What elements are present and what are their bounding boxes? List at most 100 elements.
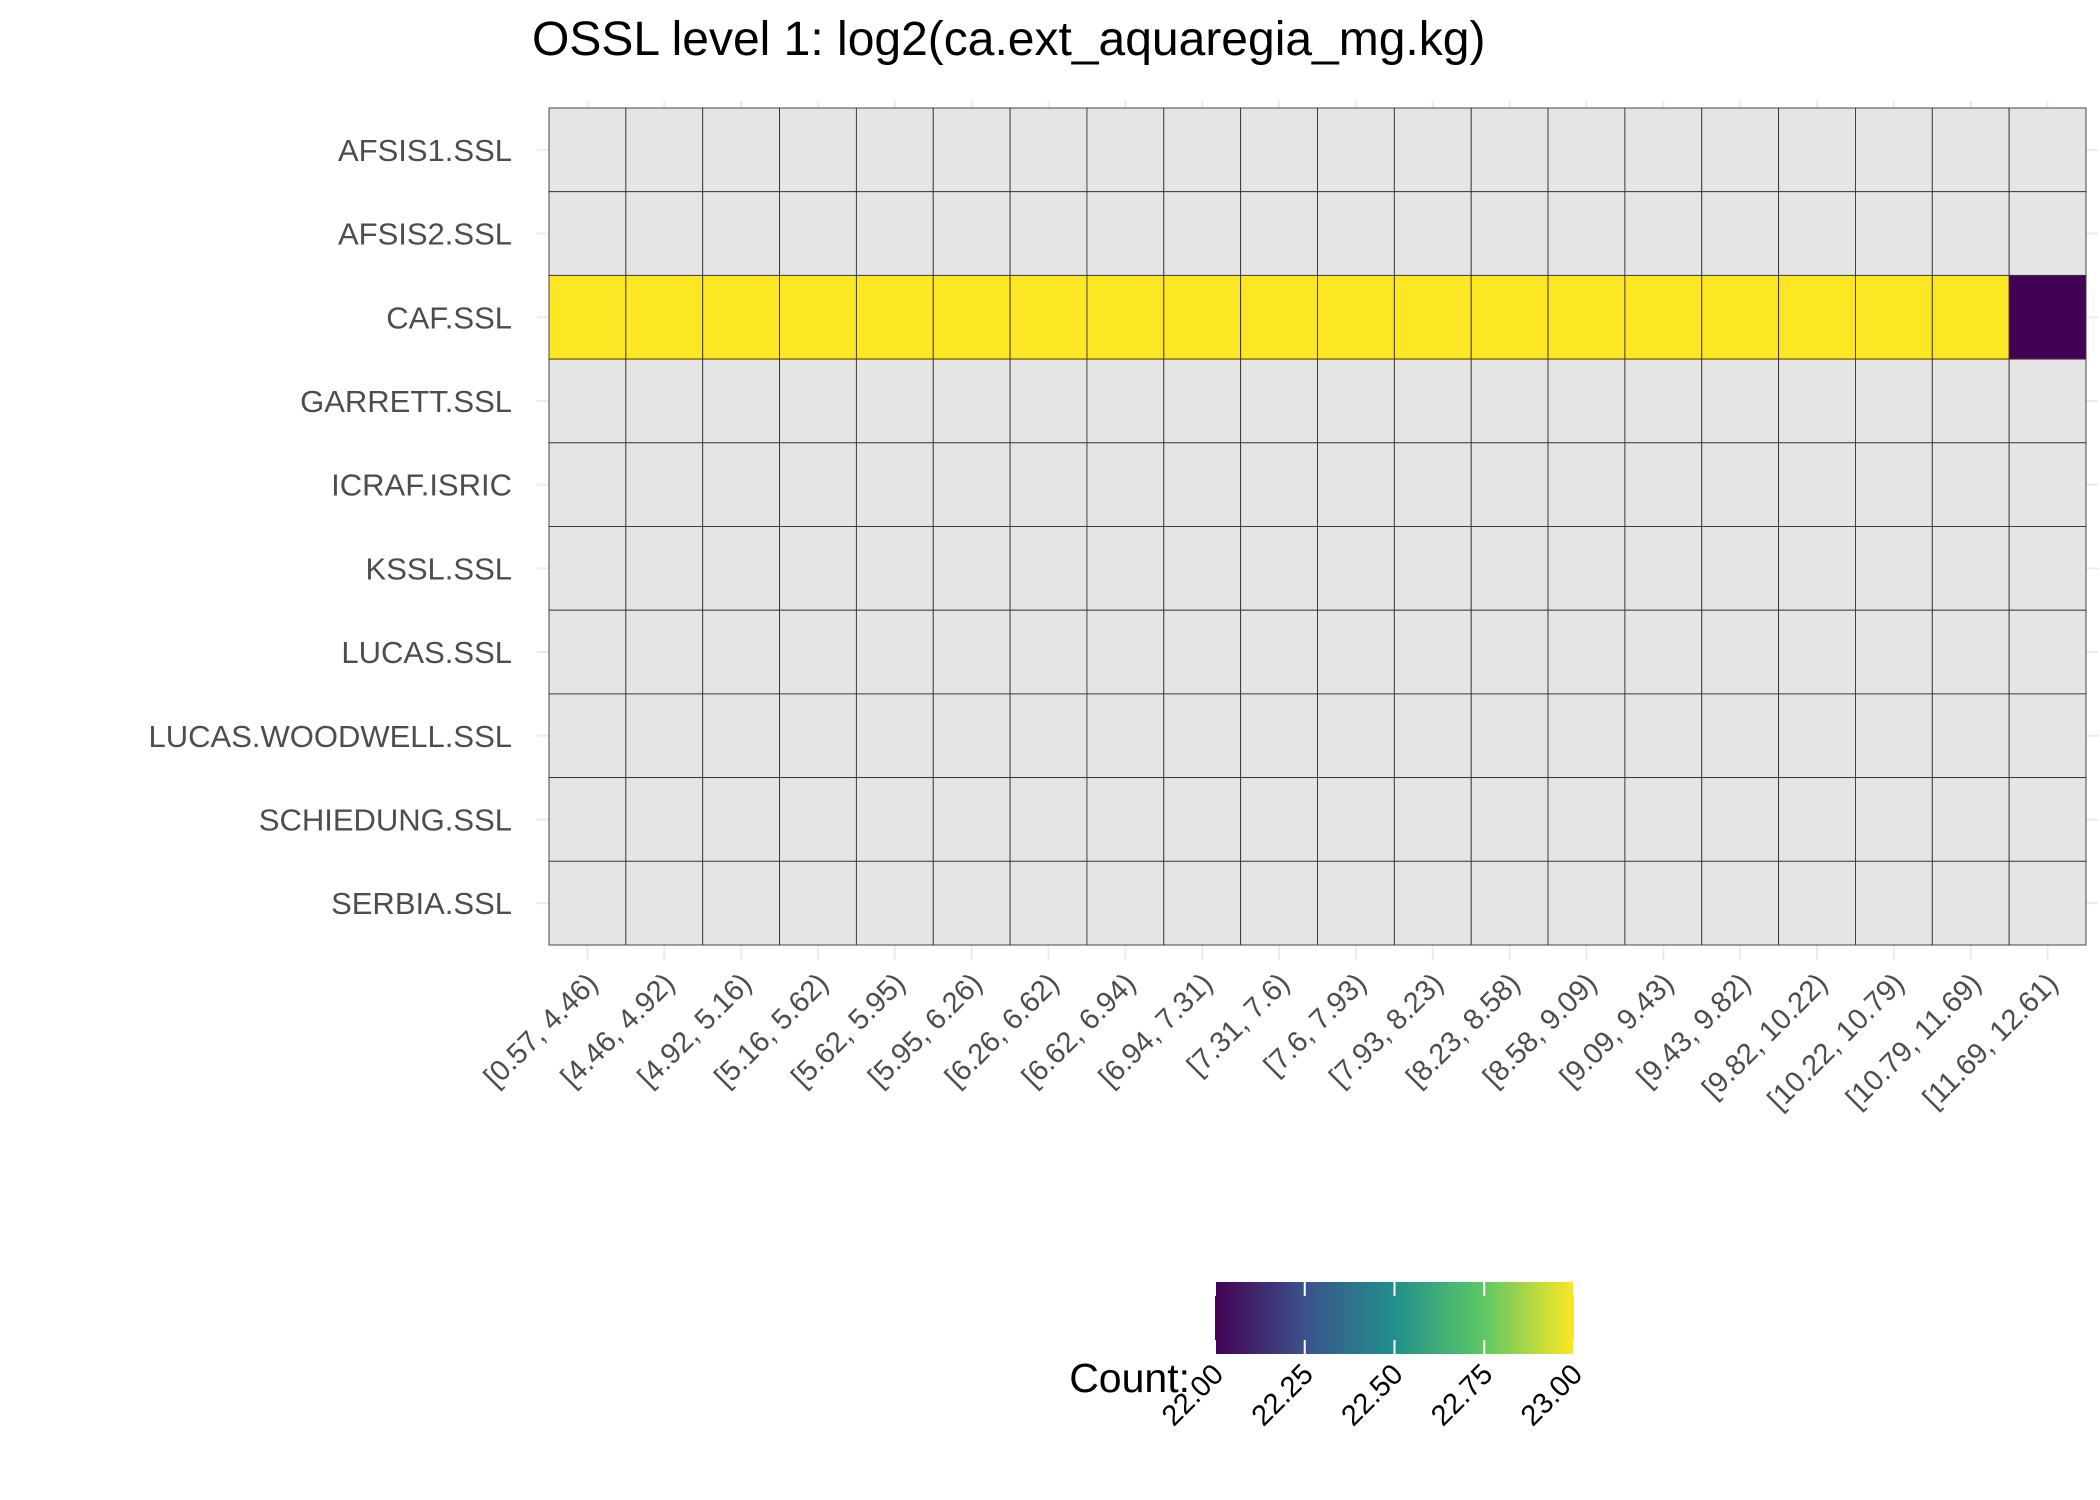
- heatmap-cell: [1086, 526, 1165, 611]
- heatmap-cell: [1624, 526, 1703, 611]
- heatmap-cell: [1163, 526, 1242, 611]
- heatmap-cell: [855, 191, 934, 276]
- heatmap-cell: [1009, 777, 1088, 862]
- heatmap-cell: [1778, 107, 1856, 193]
- heatmap-cell: [1317, 274, 1395, 360]
- heatmap-cell: [702, 274, 781, 360]
- heatmap-cell: [1778, 191, 1856, 276]
- legend-tick-label: 22.75: [1425, 1358, 1499, 1432]
- heatmap-cell: [932, 526, 1011, 611]
- heatmap-cell: [855, 107, 934, 193]
- heatmap-cell: [1778, 609, 1856, 695]
- heatmap-cell: [779, 442, 857, 527]
- heatmap-cell: [1086, 107, 1165, 193]
- y-tick-label: ICRAF.ISRIC: [331, 468, 512, 503]
- heatmap-cell: [855, 609, 934, 695]
- heatmap-cell: [1470, 860, 1549, 946]
- heatmap-cell: [1854, 609, 1933, 695]
- heatmap-cell: [1624, 609, 1703, 695]
- heatmap-cell: [1317, 358, 1395, 444]
- x-tick-label: [10.22, 10.79): [1762, 967, 1911, 1116]
- heatmap-cells: [548, 107, 2087, 946]
- y-axis: AFSIS1.SSL AFSIS2.SSL CAF.SSL GARRETT.SSL IC…: [149, 133, 512, 921]
- heatmap-cell: [1624, 191, 1703, 276]
- heatmap-cell: [1086, 358, 1165, 444]
- heatmap-cell: [1163, 107, 1242, 193]
- heatmap-cell: [548, 107, 627, 193]
- heatmap-cell: [1778, 358, 1856, 444]
- heatmap-cell: [1854, 693, 1933, 779]
- heatmap-cell: [1393, 191, 1472, 276]
- heatmap-cell: [1163, 609, 1242, 695]
- heatmap-cell: [1624, 107, 1703, 193]
- heatmap-cell: [1240, 526, 1318, 611]
- heatmap-cell: [1624, 442, 1703, 527]
- heatmap-cell: [1931, 526, 2010, 611]
- heatmap-cell: [1393, 609, 1472, 695]
- heatmap-cell: [1240, 358, 1318, 444]
- heatmap-cell: [1547, 777, 1626, 862]
- heatmap-cell: [1624, 693, 1703, 779]
- heatmap-cell: [1854, 442, 1933, 527]
- heatmap-cell: [548, 274, 627, 360]
- heatmap-cell: [702, 358, 781, 444]
- heatmap-cell: [1086, 693, 1165, 779]
- heatmap-cell: [855, 274, 934, 360]
- heatmap-cell: [1854, 107, 1933, 193]
- heatmap-cell: [1470, 777, 1549, 862]
- heatmap-cell: [1163, 358, 1242, 444]
- heatmap-cell: [855, 860, 934, 946]
- legend: Count:22.00 22.25 22.50 22.75 23.00: [1069, 1282, 1589, 1432]
- heatmap-cell: [625, 358, 704, 444]
- heatmap-cell: [1547, 609, 1626, 695]
- heatmap-cell: [855, 526, 934, 611]
- heatmap-cell: [548, 442, 627, 527]
- heatmap-cell: [932, 107, 1011, 193]
- heatmap-cell: [1701, 526, 1780, 611]
- heatmap-cell: [1317, 442, 1395, 527]
- heatmap-cell: [702, 191, 781, 276]
- heatmap-cell: [1854, 274, 1933, 360]
- heatmap-cell: [1086, 191, 1165, 276]
- heatmap-cell: [1240, 274, 1318, 360]
- heatmap-cell: [548, 526, 627, 611]
- heatmap-cell: [702, 777, 781, 862]
- legend-tick-label: 22.25: [1246, 1358, 1320, 1432]
- heatmap-cell: [1701, 107, 1780, 193]
- heatmap-cell: [1470, 107, 1549, 193]
- heatmap-cell: [1317, 693, 1395, 779]
- heatmap-cell: [1547, 442, 1626, 527]
- heatmap-cell: [1009, 609, 1088, 695]
- heatmap-cell: [625, 860, 704, 946]
- heatmap-cell: [2008, 609, 2087, 695]
- heatmap-cell: [2008, 358, 2087, 444]
- heatmap-cell: [1086, 860, 1165, 946]
- heatmap-cell: [855, 693, 934, 779]
- heatmap-cell: [1854, 860, 1933, 946]
- heatmap-cell: [1931, 274, 2010, 360]
- heatmap-cell: [1547, 358, 1626, 444]
- heatmap-cell: [1086, 442, 1165, 527]
- heatmap-cell: [932, 358, 1011, 444]
- heatmap-cell: [1393, 274, 1472, 360]
- heatmap-cell: [1778, 442, 1856, 527]
- heatmap-cell: [1854, 526, 1933, 611]
- heatmap-cell: [1701, 609, 1780, 695]
- heatmap-cell: [1701, 693, 1780, 779]
- y-tick-label: LUCAS.WOODWELL.SSL: [149, 719, 512, 754]
- heatmap-cell: [1009, 860, 1088, 946]
- heatmap-cell: [548, 191, 627, 276]
- heatmap-cell: [1931, 442, 2010, 527]
- heatmap-cell: [1624, 274, 1703, 360]
- y-tick-label: KSSL.SSL: [366, 551, 512, 586]
- heatmap-cell: [1240, 191, 1318, 276]
- heatmap-cell: [2008, 107, 2087, 193]
- heatmap-cell: [1931, 107, 2010, 193]
- y-tick-label: CAF.SSL: [386, 300, 512, 335]
- heatmap-cell: [1701, 860, 1780, 946]
- heatmap-cell: [2008, 274, 2087, 360]
- y-tick-label: SERBIA.SSL: [331, 886, 512, 921]
- heatmap-cell: [1240, 860, 1318, 946]
- heatmap-cell: [932, 860, 1011, 946]
- heatmap-cell: [1547, 107, 1626, 193]
